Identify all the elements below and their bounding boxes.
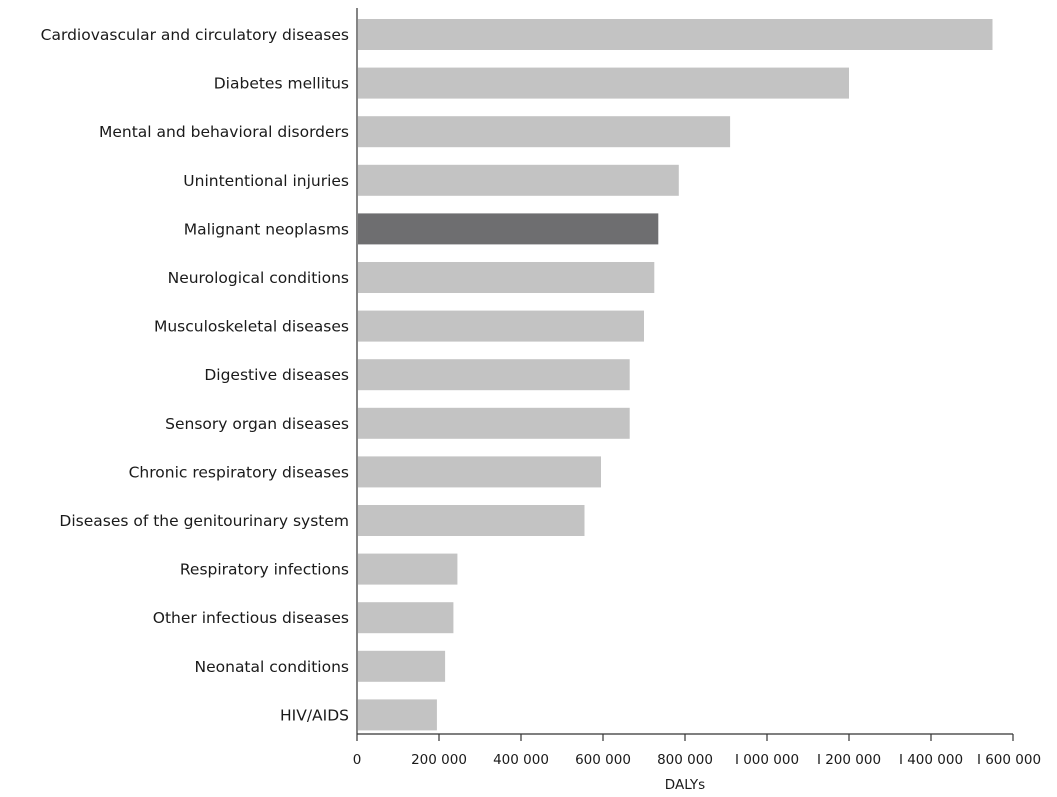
bar xyxy=(358,553,458,585)
category-label: Malignant neoplasms xyxy=(184,220,349,238)
category-label: Other infectious diseases xyxy=(153,609,349,627)
category-label: Musculoskeletal diseases xyxy=(154,318,349,336)
category-label: Mental and behavioral disorders xyxy=(99,123,349,141)
x-tick-label: 800 000 xyxy=(657,752,713,768)
bar xyxy=(358,213,659,245)
bar xyxy=(358,262,655,293)
category-label: Diseases of the genitourinary system xyxy=(59,512,349,530)
category-label: Diabetes mellitus xyxy=(214,75,349,93)
category-label: HIV/AIDS xyxy=(280,706,349,724)
category-label: Chronic respiratory diseases xyxy=(129,463,349,481)
category-label: Neonatal conditions xyxy=(195,658,350,676)
x-tick-label: 200 000 xyxy=(411,752,467,768)
bar xyxy=(358,19,993,50)
bars-group xyxy=(358,19,993,731)
x-tick-label: I 000 000 xyxy=(735,752,799,768)
bar xyxy=(358,407,630,439)
x-tick-label: I 600 000 xyxy=(977,752,1041,768)
bar xyxy=(358,602,454,634)
x-axis-title: DALYs xyxy=(665,777,705,793)
bar xyxy=(358,67,849,99)
x-tick-label: I 200 000 xyxy=(817,752,881,768)
bar xyxy=(358,116,731,148)
x-tick-label: 0 xyxy=(353,752,362,768)
category-label: Unintentional injuries xyxy=(183,172,349,190)
category-label: Sensory organ diseases xyxy=(165,415,349,433)
x-tick-label: I 400 000 xyxy=(899,752,963,768)
category-label: Digestive diseases xyxy=(204,366,349,384)
category-label: Neurological conditions xyxy=(168,269,349,287)
category-label: Respiratory infections xyxy=(180,561,349,579)
bar xyxy=(358,505,585,536)
bar xyxy=(358,699,437,731)
x-tick-label: 600 000 xyxy=(575,752,631,768)
category-labels-group: Cardiovascular and circulatory diseases D… xyxy=(41,26,349,724)
bar xyxy=(358,456,601,488)
bar xyxy=(358,359,630,391)
category-label: Cardiovascular and circulatory diseases xyxy=(41,26,349,44)
x-ticks-group: 0 200 000 400 000 600 000 800 000 I 000 000 I … xyxy=(353,734,1041,768)
bar xyxy=(358,310,644,342)
bar xyxy=(358,164,679,196)
x-tick-label: 400 000 xyxy=(493,752,549,768)
bar xyxy=(358,650,446,682)
